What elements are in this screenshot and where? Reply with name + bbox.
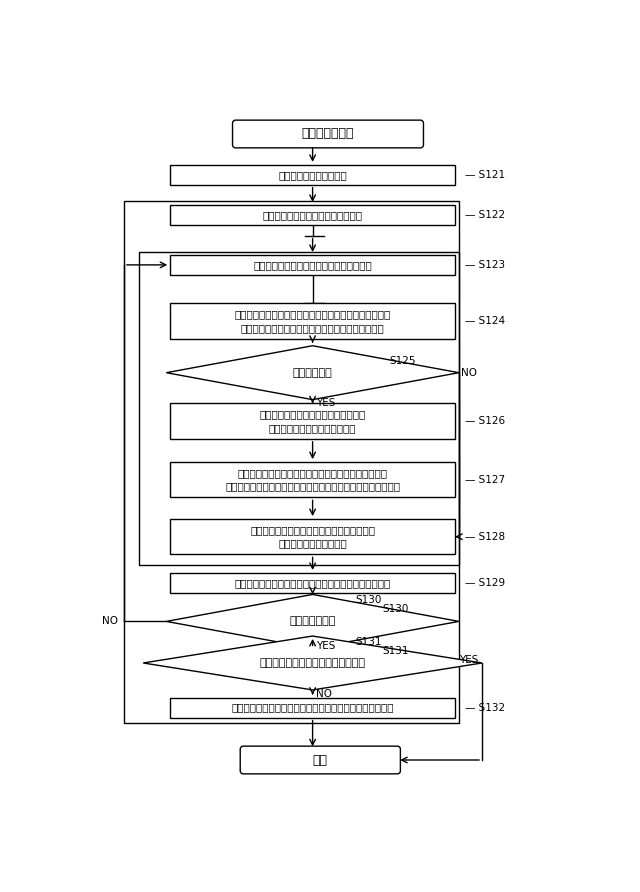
Polygon shape (143, 636, 482, 690)
Text: 図柄組合せテーブルの次の役に対応するアドレスを指定: 図柄組合せテーブルの次の役に対応するアドレスを指定 (234, 578, 391, 588)
Text: NO: NO (316, 689, 332, 698)
FancyBboxPatch shape (232, 120, 424, 148)
Bar (170, 205, 455, 225)
Bar (170, 303, 455, 339)
Text: 全有効ラインについて検索したか？: 全有効ラインについて検索したか？ (260, 658, 365, 668)
Text: NO: NO (102, 616, 118, 626)
Text: — S127: — S127 (465, 475, 505, 484)
Text: S130: S130 (382, 604, 408, 614)
Text: YES: YES (316, 399, 336, 409)
Text: 取得した格納領域種別に対応する表示役格納領域と、
取得した表示役を示すデータの論理和を表示役格納領域に格納: 取得した格納領域種別に対応する表示役格納領域と、 取得した表示役を示すデータの論… (225, 468, 400, 491)
Text: 図柄組合せテーブルに規定されている図柄の組合せと、
図柄格納領域に格納されている図柄の組合せを比較: 図柄組合せテーブルに規定されている図柄の組合せと、 図柄格納領域に格納されている… (234, 310, 391, 333)
Text: — S126: — S126 (465, 417, 505, 426)
Bar (124, 201, 459, 723)
Text: — S124: — S124 (465, 316, 505, 326)
Text: — S122: — S122 (465, 210, 505, 219)
Text: 図柄格納領域の次の有効ラインに対応するアドレスを指定: 図柄格納領域の次の有効ラインに対応するアドレスを指定 (231, 703, 394, 713)
Text: 図柄格納領域の先頭アドレスを指定: 図柄格納領域の先頭アドレスを指定 (262, 210, 363, 219)
Text: S130: S130 (355, 595, 381, 605)
Text: — S121: — S121 (465, 169, 505, 180)
Text: YES: YES (459, 655, 478, 665)
Bar (170, 573, 455, 593)
Text: NO: NO (461, 368, 477, 377)
Text: エンコードか？: エンコードか？ (289, 616, 336, 626)
Bar (140, 252, 459, 566)
Text: 図柄組合せテーブルから格納領域種別
及び表示役を示すデータを取得: 図柄組合せテーブルから格納領域種別 及び表示役を示すデータを取得 (259, 409, 365, 433)
Text: S131: S131 (382, 646, 408, 656)
Bar (170, 698, 455, 718)
Text: — S132: — S132 (465, 703, 505, 713)
Bar (170, 519, 455, 555)
Text: 表示役格納領域をクリア: 表示役格納領域をクリア (278, 169, 347, 180)
Text: 図柄組合せテーブルから払出枚数を取得し、
払出枚数カウンタに加算: 図柄組合せテーブルから払出枚数を取得し、 払出枚数カウンタに加算 (250, 525, 375, 549)
Bar (170, 255, 455, 275)
Bar (170, 403, 455, 439)
Polygon shape (166, 346, 459, 400)
Text: 表示役検索処理: 表示役検索処理 (301, 128, 355, 140)
Text: 図柄組合せテーブルの先頭アドレスを指定: 図柄組合せテーブルの先頭アドレスを指定 (253, 260, 372, 270)
Text: S125: S125 (390, 356, 416, 366)
Text: — S123: — S123 (465, 260, 505, 270)
Bar (170, 462, 455, 498)
Text: — S128: — S128 (465, 532, 505, 541)
Text: YES: YES (316, 641, 336, 651)
Text: — S129: — S129 (465, 578, 505, 588)
Text: 一致したか？: 一致したか？ (292, 368, 332, 377)
Text: S131: S131 (355, 637, 381, 648)
Polygon shape (166, 594, 459, 648)
Bar (170, 165, 455, 185)
FancyBboxPatch shape (240, 746, 401, 774)
Text: 戻る: 戻る (313, 754, 328, 766)
